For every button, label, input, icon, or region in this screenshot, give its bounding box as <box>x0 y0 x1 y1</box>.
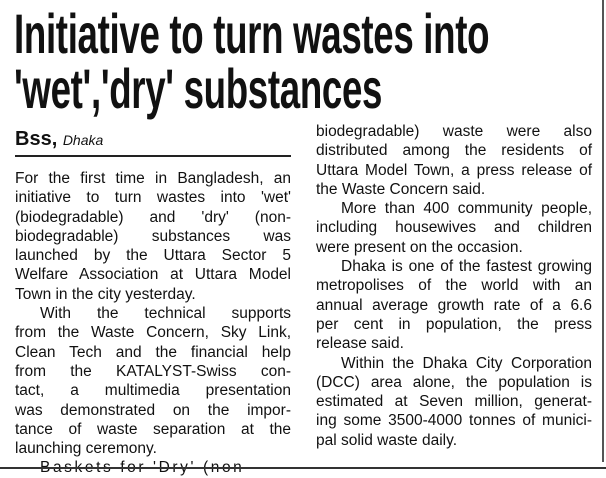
article-line: annual average growth rate of a 6.6 <box>316 296 592 314</box>
article-line: including housewives and children <box>316 219 592 237</box>
article-line: from the Waste Concern, Sky Link, <box>15 324 291 342</box>
article-line: estimated at Seven million, generat- <box>316 393 592 411</box>
article-line: per cent in population, the press <box>316 315 592 333</box>
article-line: (DCC) area alone, the population is <box>316 373 592 391</box>
article-column-left: For the first time in Bangladesh, an init… <box>15 169 291 478</box>
byline-place: Dhaka <box>62 132 104 148</box>
byline-divider <box>15 155 291 157</box>
article-line: Dhaka is one of the fastest growing <box>341 258 592 276</box>
headline-line-1: Initiative to turn wastes into <box>14 2 490 65</box>
article-line: launched by the Uttara Sector 5 <box>15 247 291 265</box>
article-line: biodegradable) waste were also <box>316 123 592 140</box>
article-line: distributed among the residents of <box>316 142 592 160</box>
article-line: Clean Tech and the financial help <box>15 343 291 361</box>
article-line: With the technical supports <box>40 305 291 323</box>
article-line: from the KATALYST-Swiss con- <box>15 362 291 380</box>
article-line: (biodegradable) and 'dry' (non- <box>15 208 291 226</box>
article-line: Town in the city yesterday. <box>15 285 196 303</box>
byline-agency: Bss, <box>15 128 58 150</box>
article-line: Welfare Association at Uttara Model <box>15 266 291 284</box>
article-line: metropolises of the world with an <box>316 277 592 295</box>
article-line: biodegradable) substances was <box>15 227 291 245</box>
byline: Bss, Dhaka <box>15 128 103 151</box>
article-line: tact, a multimedia presentation <box>15 382 291 400</box>
article-line: pal solid waste daily. <box>316 431 458 449</box>
bottom-border <box>0 467 606 469</box>
article-line: More than 400 community people, <box>341 200 592 218</box>
article-line: Within the Dhaka City Corporation <box>341 354 592 372</box>
right-border <box>602 0 604 462</box>
article-line: launching ceremony. <box>15 440 157 458</box>
article-column-right: biodegradable) waste were also distribute… <box>316 122 592 450</box>
article-line: Uttara Model Town, a press release of <box>316 161 592 179</box>
article-line: For the first time in Bangladesh, an <box>15 170 291 187</box>
article-line: tance of waste separation at the <box>15 420 291 438</box>
article-line: release said. <box>316 335 404 353</box>
article-line: ing some 3500-4000 tonnes of munici- <box>316 412 592 430</box>
article-line: were present on the occasion. <box>316 238 523 256</box>
article-line: initiative to turn wastes into 'wet' <box>15 189 291 207</box>
article-line: the Waste Concern said. <box>316 180 486 198</box>
article-line: was demonstrated on the impor- <box>15 401 291 419</box>
headline-line-2: 'wet','dry' substances <box>14 57 383 120</box>
